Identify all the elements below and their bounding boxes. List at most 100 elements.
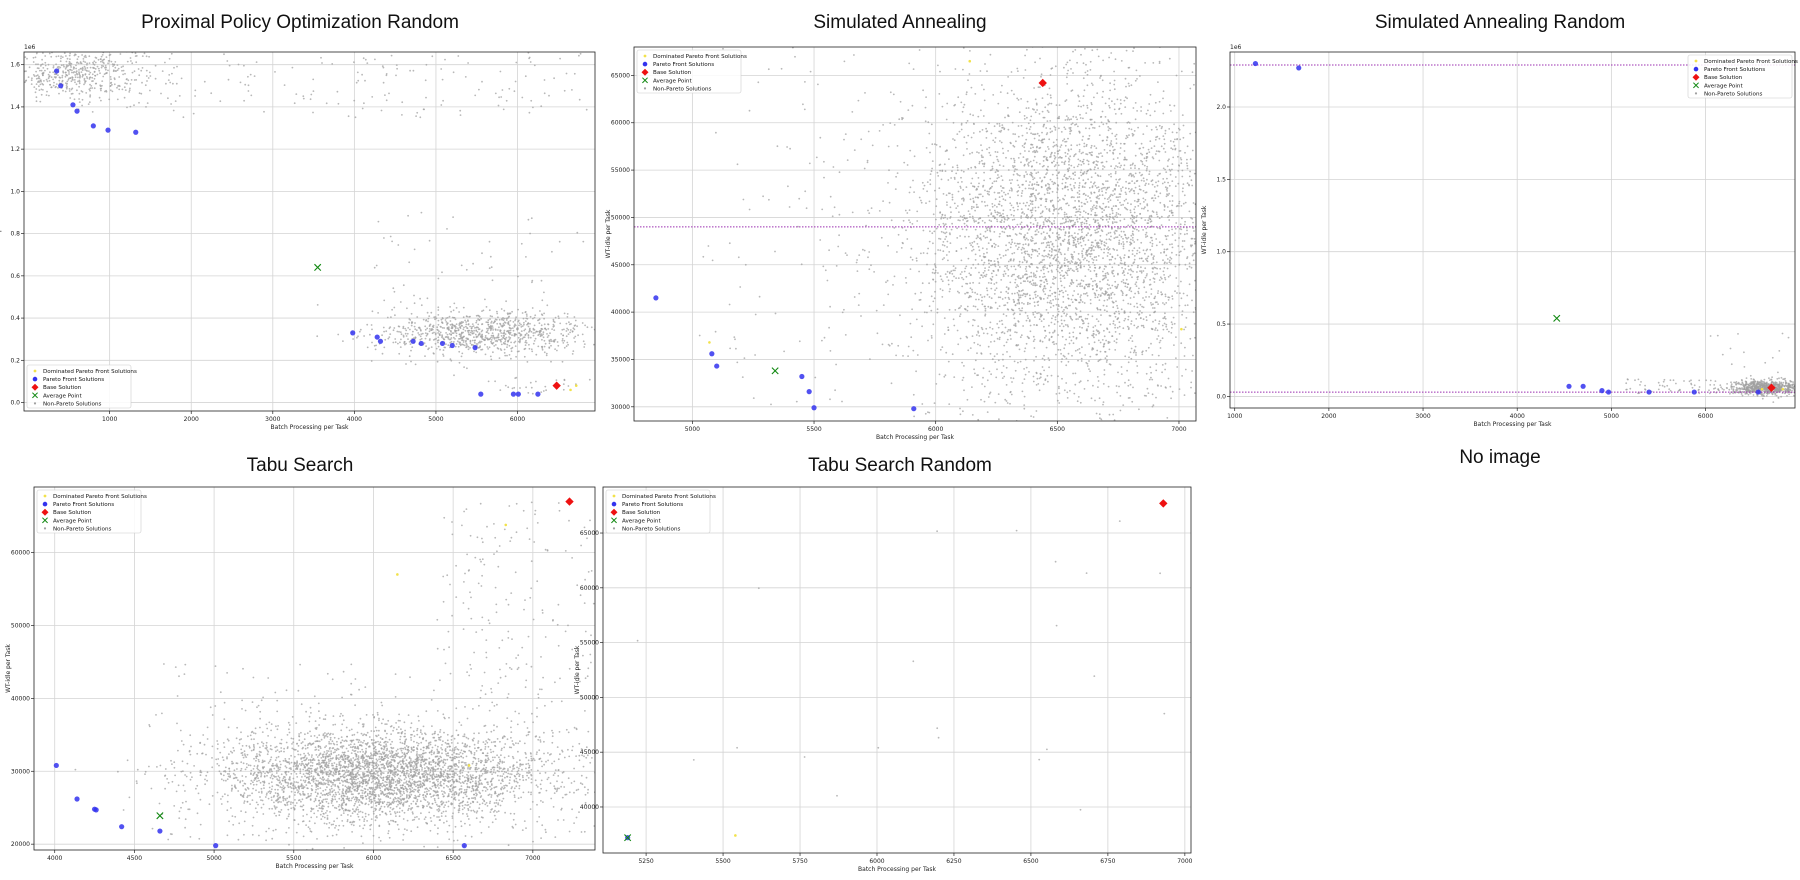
non-pareto-point (1148, 170, 1151, 173)
pareto-point (133, 129, 139, 135)
non-pareto-point (1008, 189, 1011, 192)
non-pareto-point (514, 319, 516, 322)
non-pareto-point (434, 342, 437, 345)
non-pareto-point (1096, 219, 1099, 222)
non-pareto-point (1053, 256, 1056, 259)
non-pareto-point (1104, 206, 1107, 209)
non-pareto-point (987, 282, 990, 284)
non-pareto-point (957, 96, 960, 99)
non-pareto-point (1097, 195, 1099, 198)
non-pareto-point (488, 240, 491, 243)
non-pareto-point (170, 52, 173, 55)
non-pareto-point (1124, 77, 1127, 80)
non-pareto-point (1104, 116, 1107, 118)
non-pareto-point (1064, 151, 1067, 154)
non-pareto-point (1057, 237, 1059, 239)
non-pareto-point (486, 329, 489, 332)
non-pareto-point (1180, 158, 1183, 161)
non-pareto-point (1114, 172, 1117, 175)
non-pareto-point (1140, 270, 1143, 272)
non-pareto-point (1029, 297, 1032, 300)
non-pareto-point (42, 52, 44, 54)
non-pareto-point (1090, 144, 1093, 147)
non-pareto-point (1129, 268, 1132, 271)
non-pareto-point (954, 146, 957, 149)
non-pareto-point (905, 282, 908, 284)
non-pareto-point (1089, 196, 1091, 199)
non-pareto-point (310, 93, 313, 96)
non-pareto-point (959, 219, 961, 222)
non-pareto-point (1120, 289, 1123, 292)
non-pareto-point (402, 327, 405, 330)
non-pareto-point (1109, 149, 1111, 152)
non-pareto-point (1157, 81, 1159, 83)
non-pareto-point (499, 322, 501, 325)
non-pareto-point (945, 235, 948, 238)
non-pareto-point (1133, 217, 1135, 220)
non-pareto-point (514, 345, 517, 347)
non-pareto-point (1109, 82, 1111, 85)
non-pareto-point (364, 79, 366, 82)
y-tick-label: 1.2 (10, 146, 20, 153)
legend-marker-dominated (33, 369, 37, 373)
non-pareto-point (929, 183, 932, 186)
non-pareto-point (1106, 151, 1109, 154)
non-pareto-point (1180, 205, 1183, 207)
non-pareto-point (393, 327, 396, 329)
non-pareto-point (35, 88, 38, 90)
non-pareto-point (492, 351, 494, 354)
non-pareto-point (996, 337, 999, 340)
non-pareto-point (989, 352, 992, 355)
non-pareto-point (497, 104, 500, 107)
non-pareto-point (107, 60, 110, 62)
non-pareto-point (461, 339, 464, 341)
non-pareto-point (1066, 83, 1069, 85)
non-pareto-point (1027, 122, 1030, 125)
non-pareto-point (502, 342, 505, 344)
non-pareto-point (494, 92, 497, 95)
non-pareto-point (1099, 239, 1101, 242)
non-pareto-point (1011, 381, 1013, 383)
non-pareto-point (956, 166, 959, 169)
non-pareto-point (442, 99, 444, 102)
non-pareto-point (989, 177, 992, 180)
non-pareto-point (1048, 192, 1051, 195)
non-pareto-point (1017, 246, 1020, 249)
non-pareto-point (95, 82, 98, 85)
non-pareto-point (46, 67, 49, 70)
non-pareto-point (1057, 256, 1059, 258)
non-pareto-point (1015, 331, 1018, 334)
non-pareto-point (309, 98, 312, 101)
non-pareto-point (1006, 351, 1008, 353)
non-pareto-point (947, 360, 950, 363)
non-pareto-point (432, 324, 435, 327)
non-pareto-point (574, 340, 576, 343)
non-pareto-point (875, 309, 878, 312)
non-pareto-point (471, 343, 473, 346)
non-pareto-point (1095, 205, 1098, 207)
non-pareto-point (433, 316, 436, 319)
non-pareto-point (1132, 351, 1135, 354)
non-pareto-point (1063, 347, 1066, 350)
non-pareto-point (979, 193, 982, 196)
non-pareto-point (959, 413, 962, 416)
non-pareto-point (1110, 52, 1113, 54)
non-pareto-point (514, 318, 517, 320)
non-pareto-point (1098, 194, 1101, 197)
non-pareto-point (524, 320, 527, 322)
non-pareto-point (141, 67, 144, 69)
non-pareto-point (409, 343, 412, 345)
non-pareto-point (409, 328, 411, 331)
non-pareto-point (1122, 241, 1125, 243)
non-pareto-point (533, 340, 536, 342)
non-pareto-point (1006, 92, 1009, 95)
non-pareto-point (452, 216, 454, 219)
non-pareto-point (1101, 230, 1104, 233)
non-pareto-point (1074, 206, 1076, 209)
non-pareto-point (1149, 278, 1151, 281)
non-pareto-point (1100, 418, 1103, 421)
non-pareto-point (1050, 269, 1053, 272)
non-pareto-point (1047, 219, 1049, 221)
non-pareto-point (226, 60, 229, 62)
non-pareto-point (458, 322, 461, 325)
